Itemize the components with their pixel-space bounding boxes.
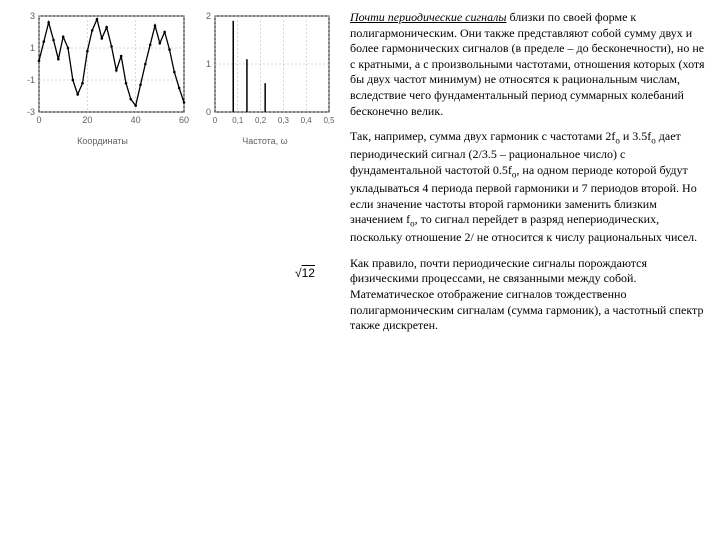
lead-phrase: Почти периодические сигналы	[350, 10, 506, 24]
text-column: Почти периодические сигналы близки по св…	[340, 10, 705, 344]
svg-text:0,1: 0,1	[232, 116, 244, 125]
svg-text:0: 0	[213, 116, 218, 125]
sqrt-expression: √12	[295, 266, 340, 280]
charts-row: 0204060-3-113 Координаты 00,10,20,30,40,…	[15, 10, 340, 146]
svg-text:40: 40	[131, 115, 141, 125]
left-column: 0204060-3-113 Координаты 00,10,20,30,40,…	[15, 10, 340, 280]
svg-text:1: 1	[206, 59, 211, 69]
svg-text:0,2: 0,2	[255, 116, 267, 125]
paragraph-1: Почти периодические сигналы близки по св…	[350, 10, 705, 119]
svg-text:0: 0	[36, 115, 41, 125]
paragraph-2: Так, например, сумма двух гармоник с час…	[350, 129, 705, 246]
svg-text:0,3: 0,3	[278, 116, 290, 125]
svg-text:0,5: 0,5	[323, 116, 335, 125]
spectrum-svg: 0 0,1 0,2 0,3 0,4 0,5 0 1 2	[195, 10, 335, 130]
paragraph-3: Как правило, почти периодические сигналы…	[350, 256, 705, 334]
svg-text:3: 3	[30, 11, 35, 21]
time-series-svg: 0 20 40 60 -3 -1 1 3	[15, 10, 190, 130]
svg-text:60: 60	[179, 115, 189, 125]
svg-text:1: 1	[30, 43, 35, 53]
chart1-caption: Координаты	[15, 136, 190, 146]
spectrum-chart: 0 0,1 0,2 0,3 0,4 0,5 0 1 2 Частота, ω	[195, 10, 335, 146]
time-series-chart: 0 20 40 60 -3 -1 1 3 Координаты	[15, 10, 190, 146]
svg-text:2: 2	[206, 11, 211, 21]
svg-text:0,4: 0,4	[301, 116, 313, 125]
svg-text:20: 20	[82, 115, 92, 125]
chart2-caption: Частота, ω	[195, 136, 335, 146]
svg-text:0: 0	[206, 107, 211, 117]
svg-text:-3: -3	[27, 107, 35, 117]
svg-text:-1: -1	[27, 75, 35, 85]
